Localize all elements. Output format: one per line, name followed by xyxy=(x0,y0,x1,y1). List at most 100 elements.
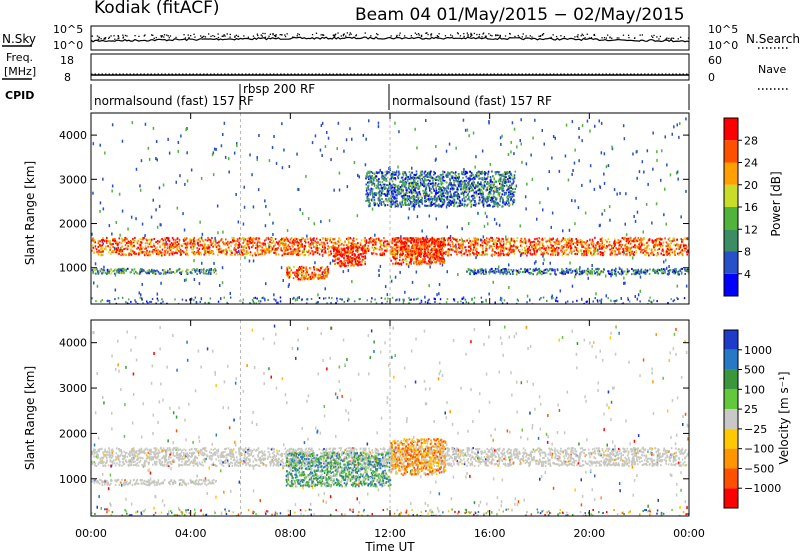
data-cell xyxy=(450,248,453,251)
data-cell xyxy=(440,244,443,247)
data-cell xyxy=(630,246,633,249)
data-cell xyxy=(332,252,335,255)
data-cell xyxy=(229,296,232,299)
data-cell xyxy=(364,163,367,167)
data-cell xyxy=(428,284,430,288)
data-cell xyxy=(297,246,299,249)
data-cell xyxy=(310,239,312,242)
data-cell xyxy=(340,260,342,262)
data-cell xyxy=(330,158,332,162)
data-cell xyxy=(226,243,229,246)
data-cell xyxy=(249,153,251,157)
data-cell xyxy=(368,240,371,243)
data-cell xyxy=(676,284,679,288)
data-cell xyxy=(338,237,340,240)
data-cell xyxy=(102,239,105,241)
data-cell xyxy=(206,247,209,250)
data-cell xyxy=(117,269,120,272)
data-cell xyxy=(252,240,254,243)
data-cell xyxy=(564,237,566,240)
data-cell xyxy=(391,250,394,253)
data-cell xyxy=(306,271,308,274)
data-cell xyxy=(516,237,519,239)
data-cell xyxy=(345,259,348,262)
data-cell xyxy=(95,272,97,275)
data-cell xyxy=(625,240,628,243)
data-cell xyxy=(285,236,288,239)
data-cell xyxy=(427,256,429,259)
nsearch-point xyxy=(658,38,660,40)
data-cell xyxy=(304,272,307,274)
data-cell xyxy=(532,273,534,276)
data-cell xyxy=(324,287,326,291)
data-cell xyxy=(606,240,608,243)
data-cell xyxy=(271,237,274,240)
data-cell xyxy=(673,299,676,302)
data-cell xyxy=(520,142,522,146)
data-cell xyxy=(505,247,507,250)
data-cell xyxy=(533,251,536,254)
data-cell xyxy=(519,270,521,273)
data-cell xyxy=(537,243,540,246)
data-cell xyxy=(550,296,553,299)
data-cell xyxy=(400,235,402,239)
nsearch-point xyxy=(417,33,420,35)
data-cell xyxy=(105,245,107,248)
data-cell xyxy=(207,243,209,246)
data-cell xyxy=(576,250,579,253)
data-cell xyxy=(426,262,428,265)
data-cell xyxy=(228,242,231,245)
data-cell xyxy=(187,269,189,271)
data-cell xyxy=(156,246,158,249)
data-cell xyxy=(115,220,117,224)
data-cell xyxy=(129,242,132,245)
data-cell xyxy=(412,248,414,251)
data-cell xyxy=(534,238,536,241)
data-cell xyxy=(392,248,395,251)
data-cell xyxy=(407,265,410,269)
data-cell xyxy=(386,248,388,251)
data-cell xyxy=(357,261,360,264)
data-cell xyxy=(521,248,524,251)
data-cell xyxy=(601,254,604,257)
data-cell xyxy=(520,267,522,270)
data-cell xyxy=(138,248,141,251)
data-cell xyxy=(170,272,173,275)
data-cell xyxy=(132,250,134,253)
data-cell xyxy=(297,238,299,240)
data-cell xyxy=(91,244,94,247)
data-cell xyxy=(656,300,658,303)
data-cell xyxy=(632,245,635,248)
data-cell xyxy=(321,246,324,249)
data-cell xyxy=(336,251,338,254)
data-cell xyxy=(484,242,487,245)
data-cell xyxy=(520,244,522,247)
data-cell xyxy=(101,239,103,242)
data-cell xyxy=(272,245,275,248)
data-cell xyxy=(243,237,245,240)
data-cell xyxy=(485,272,487,275)
data-cell xyxy=(248,236,250,239)
data-cell xyxy=(178,243,180,246)
data-cell xyxy=(449,246,452,249)
data-cell xyxy=(597,300,599,303)
data-cell xyxy=(268,243,270,246)
data-cell xyxy=(641,244,643,247)
data-cell xyxy=(633,272,635,275)
data-cell xyxy=(218,244,220,247)
data-cell xyxy=(99,143,101,147)
data-cell xyxy=(682,243,685,246)
data-cell xyxy=(395,241,398,244)
data-cell xyxy=(363,239,366,242)
data-cell xyxy=(666,273,669,276)
nsearch-point xyxy=(134,35,136,37)
data-cell xyxy=(307,241,310,244)
data-cell xyxy=(222,249,224,252)
data-cell xyxy=(186,245,188,248)
data-cell xyxy=(267,236,270,239)
nsearch-point xyxy=(390,35,392,37)
data-cell xyxy=(300,240,302,243)
nsearch-point xyxy=(217,36,220,39)
data-cell xyxy=(349,251,352,254)
data-cell xyxy=(144,271,147,274)
